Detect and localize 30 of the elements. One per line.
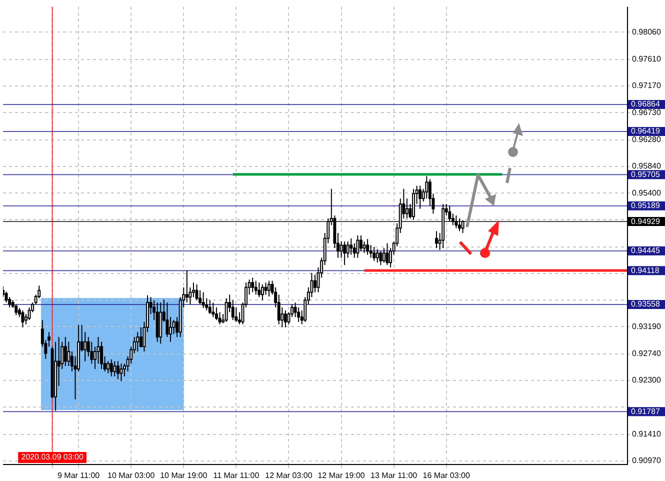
ref-line-label: 0.95189 bbox=[631, 201, 660, 210]
ref-line-label: 0.96419 bbox=[631, 126, 660, 136]
x-tick-label: 16 Mar 03:00 bbox=[422, 471, 470, 480]
x-tick-label: 2020.03.09 03:00 bbox=[21, 452, 84, 462]
y-tick-label: 0.92300 bbox=[632, 376, 662, 385]
ref-line-label: 0.94445 bbox=[631, 246, 660, 256]
ref-line-label: 0.93558 bbox=[631, 300, 660, 309]
x-tick-label: 12 Mar 03:00 bbox=[265, 471, 313, 480]
x-tick-label: 10 Mar 03:00 bbox=[108, 471, 156, 480]
x-tick-label: 12 Mar 19:00 bbox=[318, 471, 366, 480]
ref-line-label: 0.95705 bbox=[631, 170, 660, 179]
y-tick-label: 0.95400 bbox=[632, 188, 662, 198]
x-tick-label: 10 Mar 19:00 bbox=[160, 471, 208, 480]
x-tick-label: 13 Mar 11:00 bbox=[370, 471, 418, 480]
y-tick-label: 0.90970 bbox=[632, 456, 662, 466]
y-tick-label: 0.98060 bbox=[632, 27, 662, 36]
x-tick-label: 11 Mar 11:00 bbox=[213, 471, 260, 480]
y-tick-label: 0.96280 bbox=[632, 135, 662, 144]
y-tick-label: 0.92740 bbox=[632, 349, 662, 358]
ref-line-label: 0.94929 bbox=[631, 216, 660, 226]
y-tick-label: 0.91410 bbox=[632, 430, 662, 439]
ref-line-label: 0.96864 bbox=[631, 100, 660, 109]
y-tick-label: 0.97610 bbox=[632, 54, 662, 64]
y-tick-label: 0.97170 bbox=[632, 81, 662, 90]
y-tick-label: 0.96730 bbox=[632, 108, 662, 117]
ref-line-label: 0.91787 bbox=[631, 406, 660, 416]
y-tick-label: 0.93190 bbox=[632, 322, 662, 331]
ref-line-label: 0.94118 bbox=[631, 266, 660, 275]
x-tick-label: 9 Mar 11:00 bbox=[57, 471, 100, 480]
y-tick-label: 0.95840 bbox=[632, 162, 662, 171]
